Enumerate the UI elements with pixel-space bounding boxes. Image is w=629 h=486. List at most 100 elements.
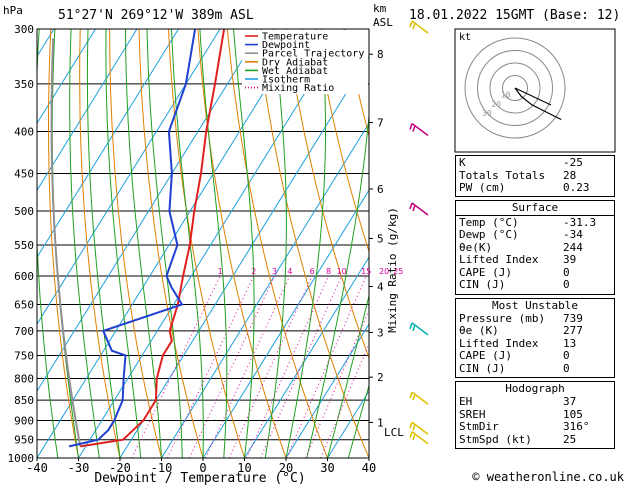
pressure-tick-label: 350 xyxy=(14,78,34,91)
index-label: CIN (J) xyxy=(459,361,506,375)
indices-top-box: K -25 Totals Totals 28 PW (cm) 0.23 xyxy=(455,155,615,197)
pressure-tick-label: 850 xyxy=(14,394,34,407)
index-row-k: K -25 xyxy=(456,156,614,170)
index-label: CAPE (J) xyxy=(459,349,512,362)
pressure-tick-label: 500 xyxy=(14,205,34,218)
wet-adiabat-line xyxy=(327,293,369,458)
most-unstable-row: Lifted Index 13 xyxy=(456,336,614,351)
surface-title: Surface xyxy=(511,200,559,214)
pressure-tick-label: 300 xyxy=(14,23,34,36)
dry-adiabat-line xyxy=(79,29,121,458)
index-value: 13 xyxy=(563,336,577,350)
index-label: Lifted Index xyxy=(459,336,539,350)
index-label: EH xyxy=(459,395,473,408)
pressure-tick-label: 400 xyxy=(14,126,34,139)
index-value: 277 xyxy=(563,324,583,337)
x-tick-label: -10 xyxy=(151,461,173,475)
dry-adiabat-line xyxy=(285,29,369,359)
x-tick-label: 0 xyxy=(199,461,206,475)
hodograph-frame xyxy=(454,28,616,153)
x-tick-label: 40 xyxy=(362,461,376,475)
index-value: -25 xyxy=(563,156,583,169)
index-label: Dewp (°C) xyxy=(459,228,519,241)
legend-label: Dewpoint xyxy=(262,40,310,51)
mixing-ratio-tick-label: 2 xyxy=(251,267,256,276)
dry-adiabat-line xyxy=(256,29,369,458)
index-value: -31.3 xyxy=(563,215,597,229)
datetime-label: 18.01.2022 15GMT (Base: 12) xyxy=(409,8,620,23)
mixing-ratio-tick-label: 6 xyxy=(310,267,315,276)
km-tick-label: 8 xyxy=(377,48,384,61)
wet-adiabat-line xyxy=(146,29,183,458)
index-value: 28 xyxy=(563,168,577,182)
pressure-tick-label: 1000 xyxy=(8,452,35,465)
location-label: 51°27'N 269°12'W 389m ASL xyxy=(58,8,254,23)
index-value: 0 xyxy=(563,349,570,362)
hodograph-trace xyxy=(514,87,562,121)
isotherm-line xyxy=(0,29,12,458)
index-label: Temp (°C) xyxy=(459,215,519,229)
x-tick-label: 30 xyxy=(320,461,334,475)
index-label: θe (K) xyxy=(459,324,499,337)
surface-row: CIN (J) 0 xyxy=(456,278,614,292)
wind-barb xyxy=(409,20,429,34)
index-value: 0 xyxy=(563,361,570,375)
most-unstable-row: CIN (J) 0 xyxy=(456,361,614,376)
plot-axes: 3003504004505005506006507007508008509009… xyxy=(8,23,377,475)
mixing-ratio-tick-label: 3 xyxy=(272,267,277,276)
mixing-ratio-tick-label: 10 xyxy=(337,267,347,276)
hodograph-ring xyxy=(477,50,553,126)
dewpoint-line xyxy=(68,29,197,448)
dry-adiabat-line xyxy=(315,29,369,253)
hodograph-unit-label: kt xyxy=(459,32,471,43)
surface-row: Temp (°C) -31.3 xyxy=(456,215,614,230)
legend-label: Dry Adiabat xyxy=(262,57,328,68)
surface-row: θe(K) 244 xyxy=(456,240,614,255)
legend-label: Isotherm xyxy=(262,75,310,86)
index-value: -34 xyxy=(563,228,583,241)
dry-adiabat-line xyxy=(48,29,79,458)
hodograph-stats-row: StmSpd (kt) 25 xyxy=(456,433,614,447)
km-tick-label: 6 xyxy=(377,183,384,196)
index-value: 39 xyxy=(563,253,577,266)
plot-profiles xyxy=(50,29,226,448)
mixing-ratio-tick-label: 1 xyxy=(218,267,223,276)
surface-row: CAPE (J) 0 xyxy=(456,265,614,280)
km-unit-label: km xyxy=(373,2,387,15)
hodograph-stats-box: Hodograph EH 37 SREH 105 StmDir 316° StmSpd… xyxy=(455,381,615,449)
dry-adiabat-line xyxy=(109,29,162,458)
wet-adiabat-line xyxy=(125,29,162,458)
index-label: PW (cm) xyxy=(459,181,506,194)
x-tick-label: -30 xyxy=(68,461,90,475)
km-tick-label: 2 xyxy=(377,371,384,384)
mixing-ratio-line xyxy=(131,275,221,458)
isotherm-line xyxy=(37,29,138,192)
index-label: CIN (J) xyxy=(459,278,506,291)
wet-adiabat-line xyxy=(347,383,369,458)
wind-barb xyxy=(409,431,429,445)
x-tick-label: -40 xyxy=(26,461,48,475)
index-label: Lifted Index xyxy=(459,253,539,266)
index-value: 244 xyxy=(563,240,583,254)
wind-barb xyxy=(409,391,429,405)
index-value: 0 xyxy=(563,265,570,279)
mixing-ratio-axis-title: Mixing Ratio (g/kg) xyxy=(386,207,399,333)
x-axis-title: Dewpoint / Temperature (°C) xyxy=(94,471,305,486)
pressure-tick-label: 750 xyxy=(14,349,34,362)
pressure-tick-label: 700 xyxy=(14,325,34,338)
hodograph-ring xyxy=(489,62,541,114)
hodograph-ring-label: 20 xyxy=(491,100,501,109)
pressure-tick-label: 600 xyxy=(14,270,34,283)
isotherm-line xyxy=(285,323,369,458)
index-label: K xyxy=(459,156,466,169)
wet-adiabat-line xyxy=(86,29,121,458)
surface-row: Lifted Index 39 xyxy=(456,253,614,267)
pressure-tick-label: 650 xyxy=(14,299,34,312)
index-value: 739 xyxy=(563,311,583,325)
mixing-ratio-tick-label: 4 xyxy=(287,267,292,276)
legend-label: Parcel Trajectory xyxy=(262,49,364,60)
